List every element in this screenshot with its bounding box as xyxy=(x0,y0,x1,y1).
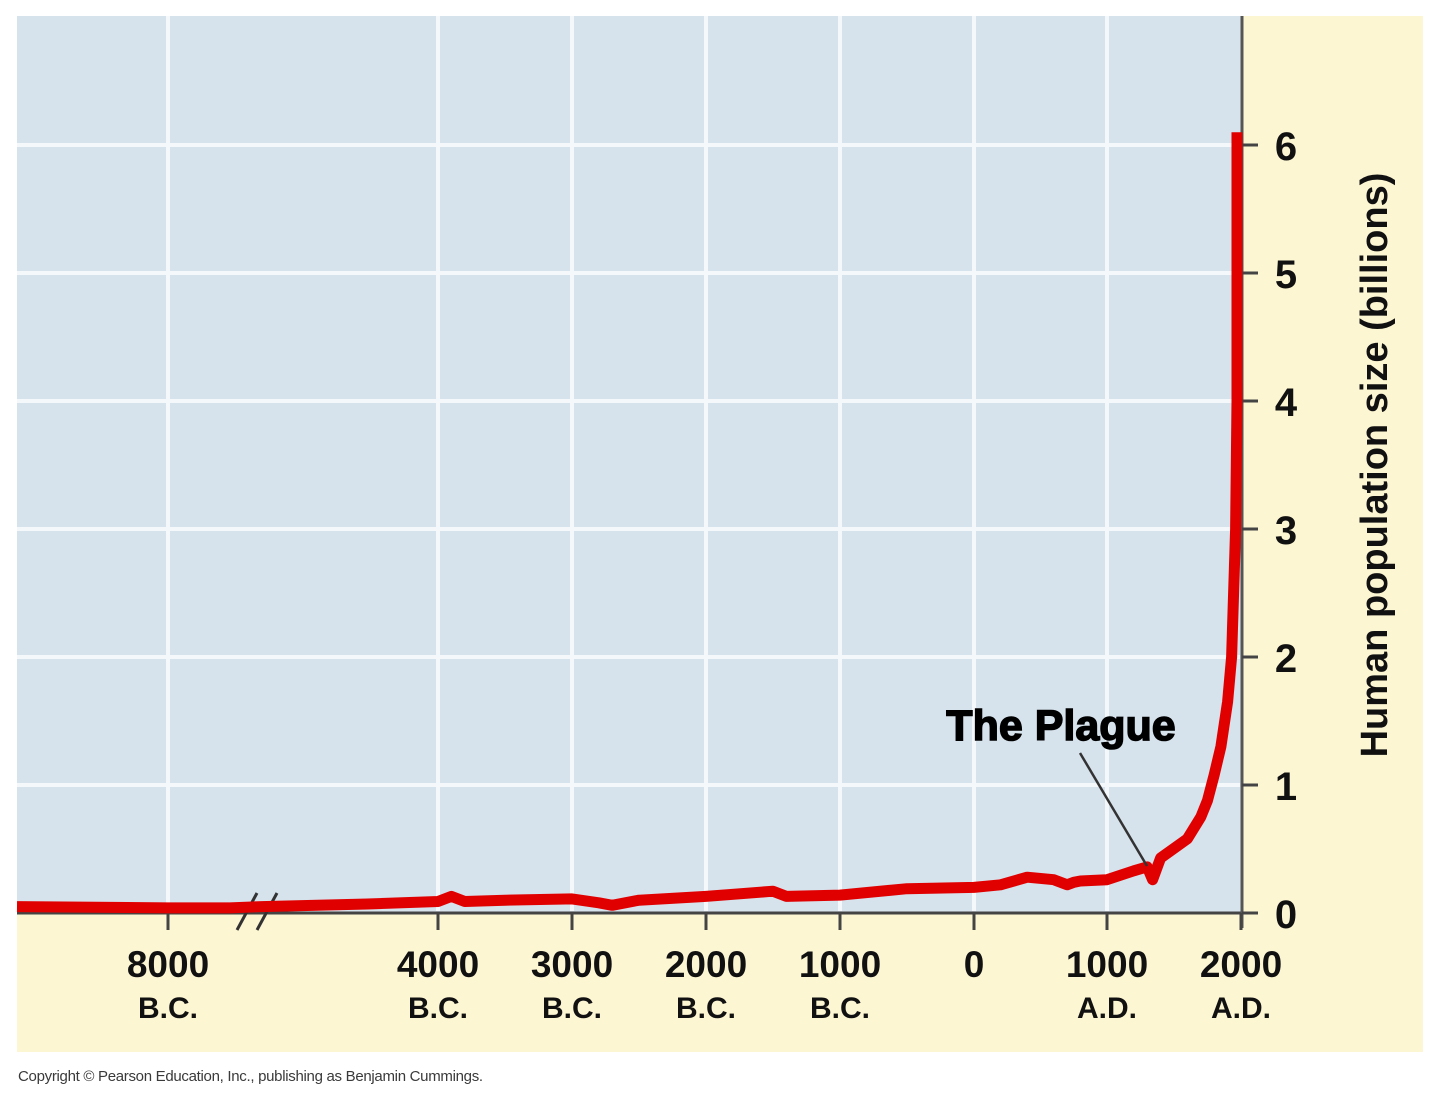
x-tick-year: 2000 xyxy=(665,944,747,985)
y-tick-label: 2 xyxy=(1275,637,1297,681)
grid-lines xyxy=(17,16,1240,911)
x-tick-year: 2000 xyxy=(1200,944,1282,985)
y-tick-label: 4 xyxy=(1275,381,1298,425)
x-tick-era: A.D. xyxy=(1077,992,1137,1025)
y-tick-label: 6 xyxy=(1275,125,1297,169)
population-line xyxy=(16,132,1243,914)
y-axis-label: Human population size (billions) xyxy=(1354,173,1396,758)
x-axis-ticks: 8000 B.C. 4000 B.C. 3000 B.C. 2000 B.C. 1000 B.C.… xyxy=(127,913,1282,1025)
x-tick-era: B.C. xyxy=(542,992,602,1025)
x-tick-year: 8000 xyxy=(127,944,209,985)
y-tick-label: 1 xyxy=(1275,765,1297,809)
x-tick-year: 0 xyxy=(964,944,985,985)
y-tick-label: 3 xyxy=(1275,509,1297,553)
y-tick-label: 0 xyxy=(1275,893,1297,937)
x-tick-era: B.C. xyxy=(810,992,870,1025)
plague-pointer-line xyxy=(1078,752,1149,867)
y-axis-ticks: 0 1 2 3 4 5 6 xyxy=(1242,125,1298,937)
x-tick-era: B.C. xyxy=(676,992,736,1025)
plague-annotation: The Plague xyxy=(946,702,1175,750)
y-tick-label: 5 xyxy=(1275,253,1297,297)
x-tick-year: 1000 xyxy=(1066,944,1148,985)
x-tick-year: 4000 xyxy=(397,944,479,985)
plot-area xyxy=(17,16,1242,913)
x-tick-year: 3000 xyxy=(531,944,613,985)
copyright-notice: Copyright © Pearson Education, Inc., pub… xyxy=(18,1068,483,1085)
x-tick-era: A.D. xyxy=(1211,992,1271,1025)
x-tick-year: 1000 xyxy=(799,944,881,985)
x-tick-era: B.C. xyxy=(408,992,468,1025)
x-tick-era: B.C. xyxy=(138,992,198,1025)
